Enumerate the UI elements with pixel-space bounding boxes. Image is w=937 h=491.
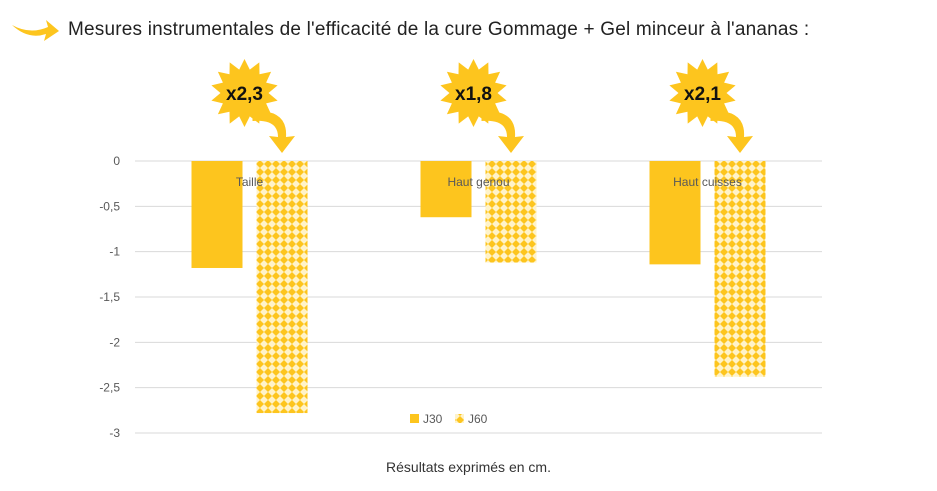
footnote: Résultats exprimés en cm. [386, 459, 551, 475]
multiplier-label: x2,3 [226, 84, 263, 105]
y-tick-label: -2 [109, 335, 120, 349]
legend-label: J30 [423, 412, 443, 426]
page-title: Mesures instrumentales de l'efficacité d… [68, 19, 810, 40]
bars [191, 161, 766, 414]
legend: J30 J60 [410, 412, 488, 426]
category-labels: Taille Haut genou Haut cuisses [236, 175, 742, 189]
bar-j60-2 [714, 161, 766, 377]
legend-label: J60 [468, 412, 488, 426]
bar-j60-0 [256, 161, 308, 414]
multiplier-label: x1,8 [455, 84, 492, 105]
starburst-icon [440, 59, 507, 127]
multiplier-badges: x2,3 x1,8 x2,1 [211, 59, 753, 153]
y-tick-label: -3 [109, 426, 120, 440]
bar-j30-1 [420, 161, 472, 218]
multiplier-badge: x2,3 [211, 59, 295, 153]
category-label: Haut genou [447, 175, 509, 189]
multiplier-label: x2,1 [684, 84, 721, 105]
bar-j30-2 [649, 161, 701, 265]
header: Mesures instrumentales de l'efficacité d… [10, 14, 809, 46]
curved-arrow-icon [710, 110, 753, 153]
bar-j30-0 [191, 161, 243, 268]
category-label: Haut cuisses [673, 175, 742, 189]
curved-arrow-icon [252, 110, 295, 153]
grid-lines [135, 160, 822, 434]
legend-item-j60: J60 [455, 412, 488, 426]
bar-j60-1 [485, 161, 537, 263]
y-tick-label: -2,5 [99, 381, 120, 395]
y-tick-label: -1 [109, 245, 120, 259]
swoosh-arrow-icon [12, 20, 59, 41]
category-label: Taille [236, 175, 264, 189]
legend-swatch [410, 414, 419, 423]
legend-item-j30: J30 [410, 412, 443, 426]
curved-arrow-icon [481, 110, 524, 153]
y-tick-label: 0 [113, 154, 120, 168]
legend-swatch [455, 414, 464, 423]
starburst-icon [211, 59, 278, 127]
multiplier-badge: x2,1 [669, 59, 753, 153]
y-tick-label: -0,5 [99, 199, 120, 213]
y-axis-ticks: 0 -0,5 -1 -1,5 -2 -2,5 -3 [99, 154, 120, 440]
multiplier-badge: x1,8 [440, 59, 524, 153]
starburst-icon [669, 59, 736, 127]
y-tick-label: -1,5 [99, 290, 120, 304]
